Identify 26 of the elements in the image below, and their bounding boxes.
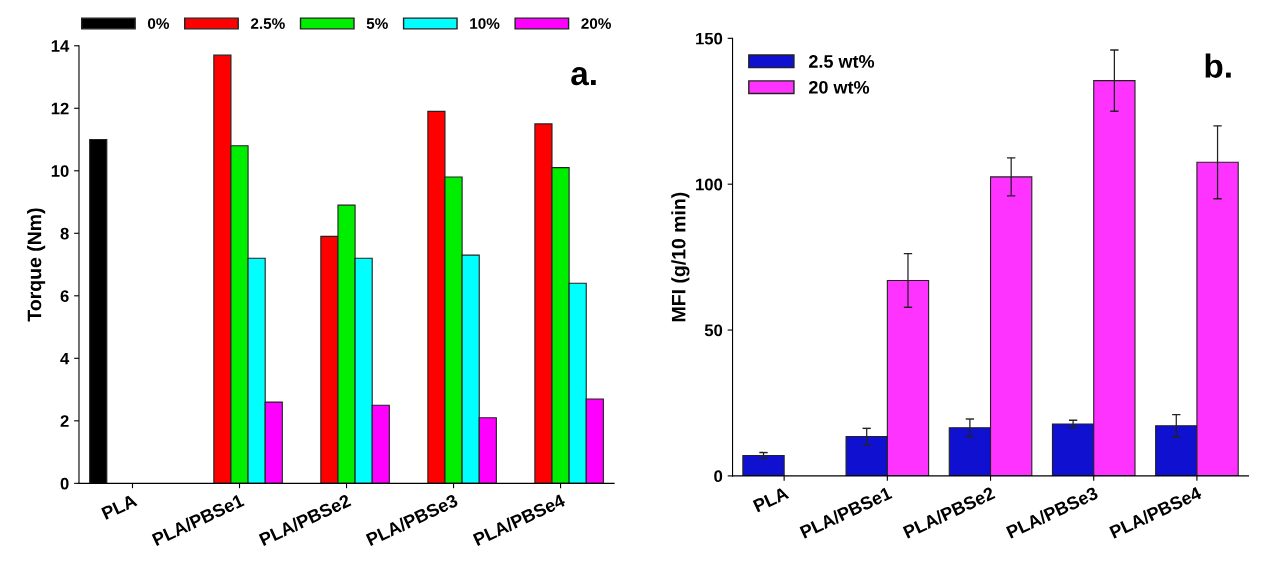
y-tick-label: 100 <box>696 178 723 191</box>
y-tick-label: 150 <box>696 32 723 45</box>
legend-label: 0% <box>147 18 170 29</box>
y-tick-label: 8 <box>60 227 69 240</box>
y-tick-label: 2 <box>60 415 69 427</box>
legend-label: 5% <box>366 18 388 29</box>
annotation: b. <box>1205 53 1231 78</box>
x-tick-label: PLA <box>101 493 138 520</box>
y-axis-title: Torque (Nm) <box>27 208 46 322</box>
y-tick-label: 50 <box>704 324 723 337</box>
y-tick-label: 10 <box>51 165 69 177</box>
y-tick-label: 0 <box>714 470 723 483</box>
x-tick-label: PLA <box>752 486 790 513</box>
bar <box>742 454 785 476</box>
legend-label: 2.5 wt% <box>809 55 875 68</box>
y-axis-title: MFI (g/10 min) <box>671 192 690 322</box>
y-tick-label: 4 <box>60 352 70 365</box>
y-tick-label: 0 <box>60 477 69 490</box>
y-tick-label: 12 <box>51 102 69 115</box>
legend-label: 20 wt% <box>809 80 870 94</box>
legend-label: 2.5% <box>250 18 285 29</box>
y-tick-label: 14 <box>51 40 70 52</box>
legend-label: 20% <box>581 18 611 29</box>
y-tick-label: 6 <box>60 290 69 303</box>
legend-label: 10% <box>470 18 500 29</box>
annotation: a. <box>571 67 596 86</box>
